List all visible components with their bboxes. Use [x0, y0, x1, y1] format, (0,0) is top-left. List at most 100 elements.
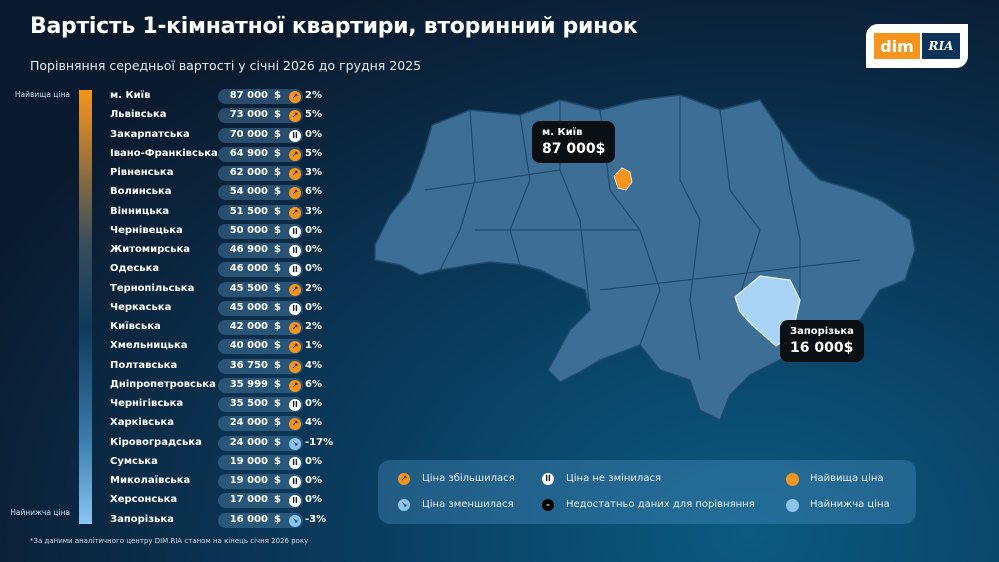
- pause-icon: ll: [542, 473, 554, 485]
- region-name: Кіровоградська: [110, 436, 202, 448]
- price-change: 5%: [305, 147, 322, 159]
- page-title: Вартість 1-кімнатної квартири, вторинний…: [30, 14, 638, 39]
- region-row: Львівська 73 000 $ ↗ 5%: [0, 107, 340, 125]
- legend: ↗ Ціна збільшилася ↘ Ціна зменшилася ll Цін…: [378, 460, 916, 524]
- region-borders: [424, 95, 861, 361]
- orange-dot-icon: [786, 473, 799, 486]
- price-change: -3%: [305, 513, 327, 525]
- price-change: 0%: [305, 455, 322, 467]
- callout-name: м. Київ: [542, 127, 583, 138]
- currency: $: [274, 436, 281, 448]
- currency: $: [274, 244, 281, 255]
- region-row: Рівненська 62 000 $ ↗ 3%: [0, 165, 340, 183]
- currency: $: [274, 186, 281, 198]
- region-name: Чернігівська: [110, 398, 184, 409]
- currency: $: [274, 128, 281, 140]
- price-pill: [218, 166, 303, 181]
- region-row: Дніпропетровська 35 999 $ ↗ 6%: [0, 377, 340, 395]
- region-price: 24 000: [229, 417, 268, 429]
- region-row: Київська 42 000 $ ↗ 2%: [0, 319, 340, 337]
- page-subtitle: Порівняння середньої вартості у січні 20…: [30, 58, 422, 73]
- price-change: 0%: [305, 398, 322, 409]
- region-price: 64 900: [229, 147, 268, 159]
- price-pill: [218, 358, 303, 374]
- arrow-up-right-icon: ↗: [289, 322, 301, 334]
- logo-ria: RIA: [922, 33, 960, 59]
- pause-icon: ll: [289, 476, 301, 488]
- currency: $: [274, 109, 281, 121]
- region-name: Харківська: [110, 417, 174, 429]
- footnote: *За даними аналітичного центру DIM.RIA с…: [30, 537, 309, 545]
- price-change: 0%: [305, 301, 322, 313]
- scale-bottom-label: Найнижча ціна: [10, 508, 70, 517]
- region-name: Київська: [110, 321, 161, 332]
- price-pill: [218, 416, 303, 432]
- region-price: 36 750: [229, 359, 268, 371]
- region-row: Чернівецька 50 000 $ ll 0%: [0, 223, 340, 241]
- price-change: 0%: [305, 475, 322, 486]
- region-row: Сумська 19 000 $ ll 0%: [0, 454, 340, 472]
- region-row: Тернопільська 45 500 $ ↗ 2%: [0, 281, 340, 299]
- region-name: Дніпропетровська: [110, 378, 216, 390]
- currency: $: [274, 398, 281, 409]
- region-row: Хмельницька 40 000 $ ↗ 1%: [0, 338, 340, 356]
- pause-icon: ll: [289, 302, 301, 315]
- currency: $: [274, 263, 281, 275]
- price-change: 6%: [305, 378, 322, 390]
- arrow-up-right-icon: ↗: [289, 418, 301, 431]
- region-name: Закарпатська: [110, 128, 190, 140]
- region-price: 19 000: [229, 475, 268, 486]
- region-row: Чернігівська 35 500 $ ll 0%: [0, 396, 340, 414]
- price-pill: [218, 454, 303, 470]
- region-price: 54 000: [229, 186, 268, 198]
- price-change: 4%: [305, 417, 322, 429]
- region-name: Миколаївська: [110, 475, 191, 486]
- price-scale-bar: [79, 90, 92, 524]
- region-name: Сумська: [110, 455, 158, 467]
- price-pill: [218, 435, 303, 451]
- price-change: 5%: [305, 109, 322, 121]
- region-name: Херсонська: [110, 494, 178, 506]
- currency: $: [274, 359, 281, 371]
- region-row: Миколаївська 19 000 $ ll 0%: [0, 473, 340, 491]
- zaporizka-callout: Запорізька 16 000$: [780, 320, 864, 362]
- region-name: Одеська: [110, 263, 160, 275]
- pause-icon: ll: [289, 245, 301, 257]
- arrow-up-right-icon: ↗: [398, 473, 410, 485]
- region-row: Кіровоградська 24 000 $ ↘ -17%: [0, 435, 340, 453]
- region-name: Полтавська: [110, 359, 178, 371]
- region-row: Житомирська 46 900 $ ll 0%: [0, 242, 340, 260]
- callout-name: Запорізька: [790, 326, 854, 337]
- price-pill: [218, 474, 303, 489]
- pause-icon: ll: [289, 225, 301, 238]
- price-pill: [218, 223, 303, 239]
- callout-price: 16 000$: [790, 340, 854, 356]
- region-price: 62 000: [229, 167, 268, 178]
- region-name: Івано-Франківська: [110, 147, 218, 159]
- kyiv-city-highest: [613, 167, 633, 191]
- currency: $: [274, 282, 281, 294]
- arrow-up-right-icon: ↗: [289, 168, 301, 180]
- arrow-up-right-icon: ↗: [289, 341, 301, 354]
- price-change: 0%: [305, 244, 322, 255]
- arrow-down-right-icon: ↘: [289, 437, 301, 450]
- price-change: 0%: [305, 494, 322, 506]
- region-name: Житомирська: [110, 244, 191, 255]
- region-row: Харківська 24 000 $ ↗ 4%: [0, 415, 340, 433]
- scale-top-label: Найвища ціна: [14, 90, 70, 99]
- region-price: 45 500: [229, 282, 268, 294]
- region-name: Запорізька: [110, 513, 174, 525]
- pause-icon: ll: [289, 456, 301, 469]
- arrow-up-right-icon: ↗: [289, 379, 301, 392]
- region-row: Одеська 46 000 $ ll 0%: [0, 261, 340, 279]
- minus-icon: –: [542, 499, 554, 511]
- price-pill: [218, 339, 303, 355]
- price-change: 2%: [305, 90, 322, 101]
- light-blue-dot-icon: [786, 499, 799, 512]
- price-pill: [218, 204, 303, 220]
- region-name: Львівська: [110, 109, 167, 121]
- region-row: Волинська 54 000 $ ↗ 6%: [0, 184, 340, 202]
- price-change: 1%: [305, 340, 322, 352]
- currency: $: [274, 321, 281, 332]
- price-change: 0%: [305, 263, 322, 275]
